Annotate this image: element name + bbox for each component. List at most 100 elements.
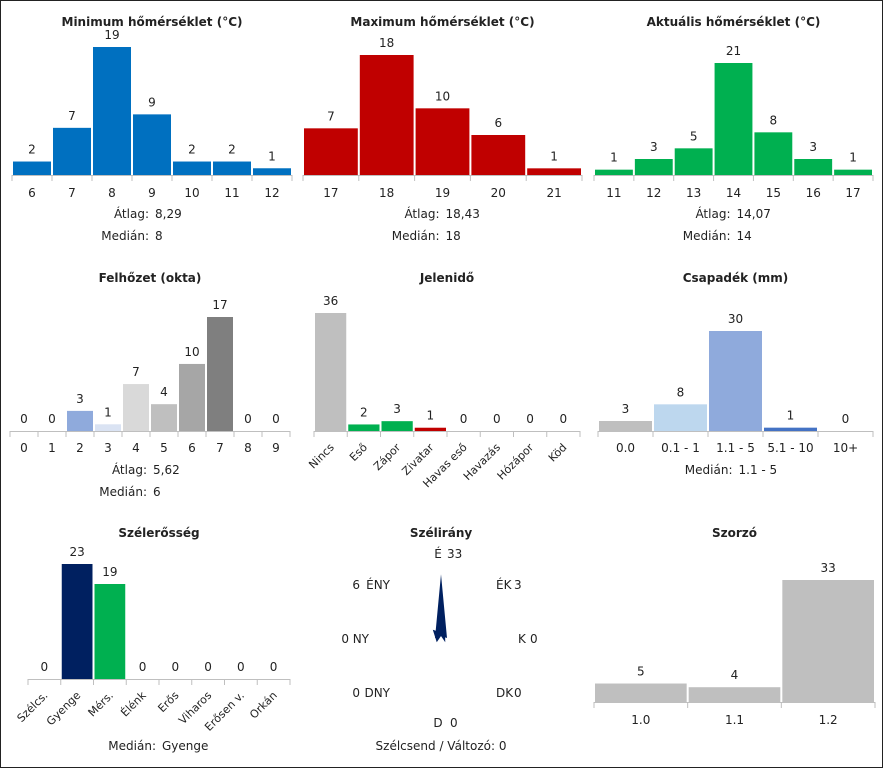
data-label: 2: [228, 143, 236, 157]
data-label: 0: [139, 660, 147, 674]
data-label: 7: [327, 109, 335, 123]
direction-value: 0: [352, 686, 360, 700]
direction-label: DK: [496, 686, 514, 700]
chart-title: Szélerősség: [118, 526, 199, 540]
stat-value: Gyenge: [162, 739, 208, 753]
bar: [688, 687, 781, 702]
stat-label: Medián:: [99, 485, 147, 499]
chart-wind: Szélerősség0Szélcs.23Gyenge19Mérs.0Élénk…: [15, 526, 291, 753]
bar: [173, 161, 211, 175]
bar: [471, 135, 526, 175]
chart-max: Maximum hőmérséklet (°C) 7 17 18 18 10 19 6 20 1 2…: [302, 15, 583, 243]
bar: [599, 421, 652, 431]
data-label: 1: [268, 149, 276, 163]
data-label: 30: [728, 312, 743, 326]
tick-label: 10: [184, 186, 199, 200]
bar: [754, 132, 793, 175]
data-label: 0: [48, 412, 56, 426]
stat-label: Átlag:: [404, 206, 439, 221]
stat-label: Átlag:: [695, 206, 730, 221]
direction-petal: [432, 629, 446, 643]
data-label: 3: [650, 140, 658, 154]
tick-label: 19: [435, 186, 450, 200]
data-label: 0: [237, 660, 245, 674]
direction-value: 0: [450, 716, 458, 730]
tick-label: 9: [148, 186, 156, 200]
bar: [315, 313, 347, 431]
data-label: 3: [809, 140, 817, 154]
bar: [53, 127, 91, 175]
direction-label: ÉNY: [366, 577, 391, 592]
tick-label: 11: [606, 186, 621, 200]
tick-label: 11: [224, 186, 239, 200]
data-label: 3: [393, 402, 401, 416]
bar: [213, 161, 251, 175]
data-label: 19: [104, 28, 119, 42]
bar: [179, 363, 205, 431]
bar: [782, 580, 874, 702]
direction-value: 6: [352, 578, 360, 592]
bar: [253, 168, 291, 175]
tick-label: 6: [28, 186, 36, 200]
bar: [654, 404, 707, 431]
data-label: 0: [493, 412, 501, 426]
direction-label: DNY: [364, 686, 390, 700]
tick-label: Orkán: [247, 689, 280, 722]
bar: [834, 169, 872, 175]
data-label: 0: [270, 660, 278, 674]
tick-label: 20: [491, 186, 506, 200]
tick-label: Nincs: [306, 441, 337, 472]
stat-label: Medián:: [685, 463, 733, 477]
data-label: 2: [188, 143, 196, 157]
tick-label: 17: [845, 186, 860, 200]
bar: [95, 424, 121, 431]
bar: [595, 683, 687, 702]
tick-label: 6: [188, 441, 196, 455]
data-label: 0: [20, 412, 28, 426]
bar: [794, 159, 833, 175]
bar: [94, 584, 126, 679]
stat-value: 5,62: [153, 463, 180, 477]
direction-label: É: [434, 546, 442, 561]
tick-label: 14: [726, 186, 741, 200]
bar: [764, 427, 817, 431]
data-label: 9: [148, 95, 156, 109]
stat-label: Medián:: [392, 229, 440, 243]
chart-title: Aktuális hőmérséklet (°C): [647, 15, 821, 29]
stat-label: Átlag:: [114, 206, 149, 221]
stat-value: 8,29: [155, 207, 182, 221]
tick-label: Hózápor: [495, 441, 537, 483]
bar: [61, 564, 93, 679]
direction-value: 3: [514, 578, 522, 592]
bar: [709, 331, 762, 431]
stat-value: 8: [155, 229, 163, 243]
data-label: 1: [104, 405, 112, 419]
chart-title: Jelenidő: [419, 271, 474, 285]
tick-label: 1.0: [631, 713, 650, 727]
tick-label: 18: [379, 186, 394, 200]
stat-value: 18: [446, 229, 461, 243]
data-label: 18: [379, 36, 394, 50]
direction-value: 33: [447, 547, 462, 561]
tick-label: 0.0: [616, 441, 635, 455]
tick-label: 12: [264, 186, 279, 200]
data-label: 7: [132, 365, 140, 379]
data-label: 17: [212, 298, 227, 312]
tick-label: Gyenge: [44, 689, 83, 728]
bar: [151, 404, 177, 431]
data-label: 1: [849, 151, 857, 165]
direction-value: 0: [514, 686, 522, 700]
direction-value: 0: [341, 632, 349, 646]
tick-label: 5: [160, 441, 168, 455]
bar: [207, 317, 233, 431]
bar: [634, 159, 673, 175]
tick-label: 1.1 - 5: [716, 441, 755, 455]
bar: [348, 424, 380, 431]
data-label: 0: [560, 412, 568, 426]
bar: [304, 128, 358, 175]
stat-value: 14,07: [737, 207, 771, 221]
bar: [714, 63, 753, 175]
tick-label: 9: [272, 441, 280, 455]
data-label: 1: [427, 409, 435, 423]
